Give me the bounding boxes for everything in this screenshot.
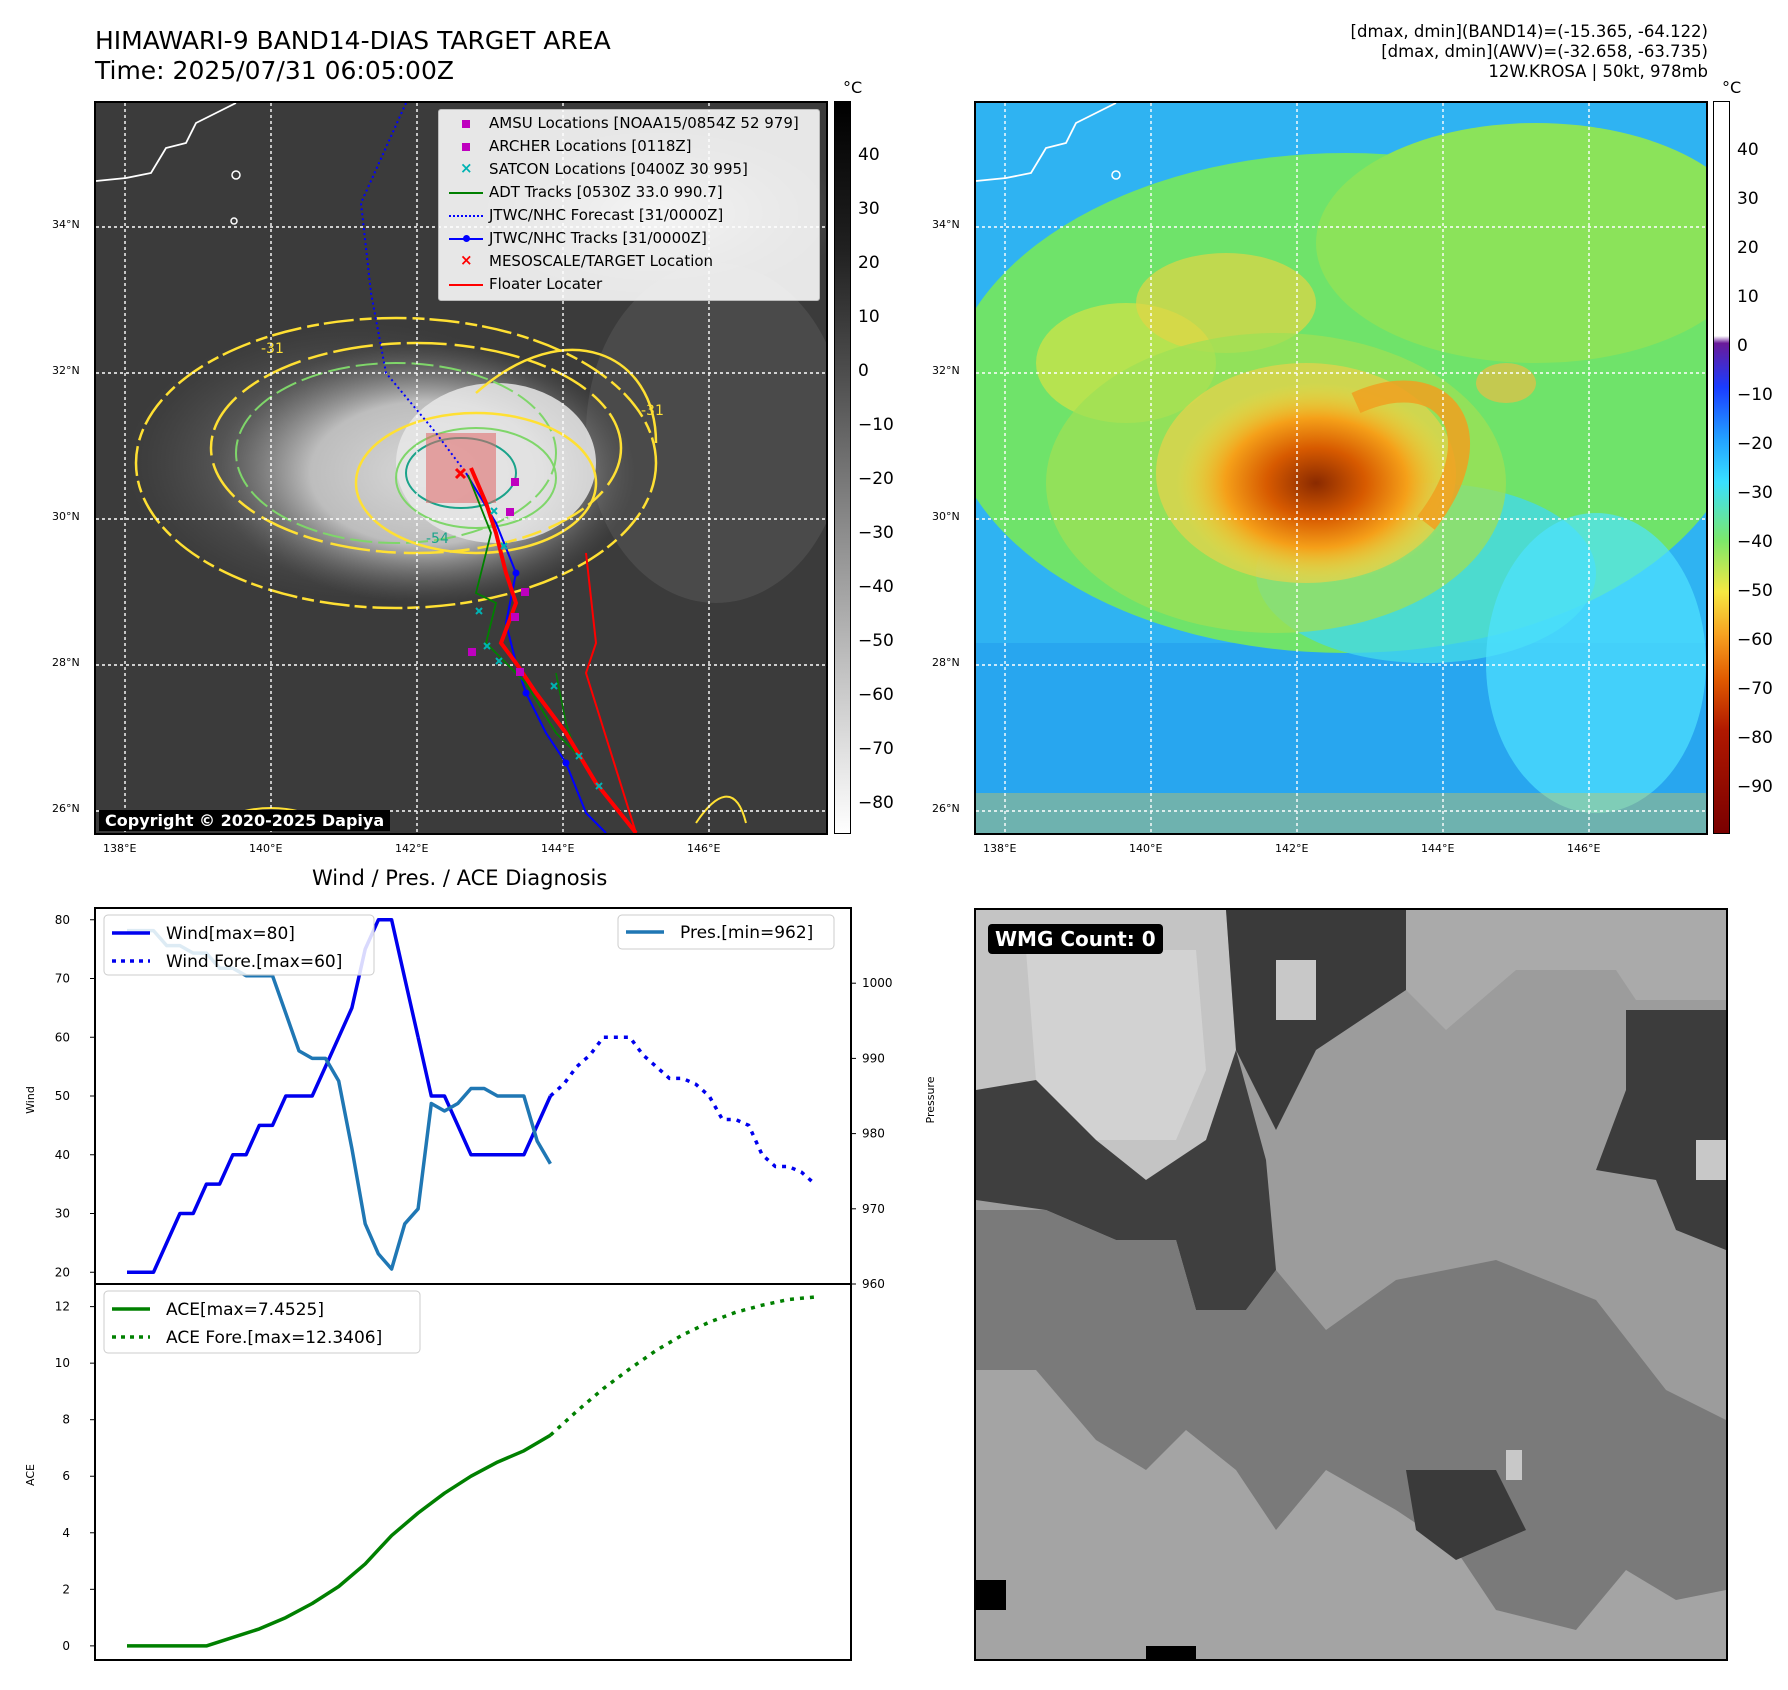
series-line-2 [549, 1035, 817, 1186]
ace-tick-label: 6 [62, 1469, 70, 1483]
main-title: HIMAWARI-9 BAND14-DIAS TARGET AREA Time:… [95, 26, 611, 86]
ace-series-line-1 [549, 1295, 816, 1437]
pressure-tick-label: 960 [862, 1277, 885, 1291]
line-dot-icon [449, 232, 483, 246]
wmg-panel: WMG Count: 0 [974, 908, 1728, 1661]
pressure-axis-label: Pressure [924, 1076, 937, 1123]
pressure-tick-label: 970 [862, 1202, 885, 1216]
ace-series-line-0 [127, 1433, 552, 1648]
legend-item-floater: Floater Locater [449, 275, 602, 293]
legend-ace: ACE[max=7.4525] [166, 1300, 324, 1320]
stats-line-3: 12W.KROSA | 50kt, 978mb [1488, 62, 1708, 81]
diagnosis-title: Wind / Pres. / ACE Diagnosis [312, 866, 608, 890]
title-line-2: Time: 2025/07/31 06:05:00Z [95, 56, 454, 85]
stats-line-2: [dmax, dmin](AWV)=(-32.658, -63.735) [1381, 42, 1708, 61]
lon-tick: 142°E [1275, 842, 1309, 855]
wind-tick-label: 40 [55, 1148, 70, 1162]
wind-tick-label: 60 [55, 1030, 70, 1044]
wind-tick-label: 50 [55, 1089, 70, 1103]
lat-tick: 34°N [932, 218, 960, 231]
wind-legend: Wind[max=80] Wind Fore.[max=60] [103, 914, 375, 976]
lat-tick: 26°N [52, 802, 80, 815]
wind-axis-label: Wind [24, 1086, 37, 1114]
series-line-3 [127, 928, 552, 1271]
svg-text:-31: -31 [261, 341, 284, 357]
wind-tick-label: 20 [55, 1265, 70, 1279]
map-legend: AMSU Locations [NOAA15/0854Z 52 979] ARC… [438, 109, 820, 301]
legend-item-amsu: AMSU Locations [NOAA15/0854Z 52 979] [449, 114, 799, 132]
lon-tick: 140°E [1129, 842, 1163, 855]
legend-item-adt: ADT Tracks [0530Z 33.0 990.7] [449, 183, 723, 201]
wmg-count-badge: WMG Count: 0 [988, 924, 1163, 954]
lat-tick: 28°N [932, 656, 960, 669]
svg-text:-31: -31 [641, 403, 664, 419]
lon-tick: 146°E [687, 842, 721, 855]
legend-item-satcon: × SATCON Locations [0400Z 30 995] [449, 158, 748, 179]
x-marker-icon: × [460, 250, 473, 269]
ace-tick-label: 0 [62, 1639, 70, 1653]
legend-wind-fore: Wind Fore.[max=60] [166, 952, 342, 972]
lat-tick: 28°N [52, 656, 80, 669]
square-marker-icon [449, 140, 483, 154]
ace-tick-label: 4 [62, 1526, 70, 1540]
lon-tick: 138°E [983, 842, 1017, 855]
pressure-tick-label: 980 [862, 1127, 885, 1141]
colorbar2-unit: °C [1722, 78, 1742, 97]
ace-tick-label: 8 [62, 1413, 70, 1427]
lat-tick: 32°N [52, 364, 80, 377]
wind-tick-label: 30 [55, 1207, 70, 1221]
awv-colorbar [1713, 101, 1730, 834]
lon-tick: 138°E [103, 842, 137, 855]
lon-tick: 140°E [249, 842, 283, 855]
legend-wind: Wind[max=80] [166, 924, 295, 944]
band14-map: -31 -31 -54 [94, 101, 828, 835]
legend-item-tracks: JTWC/NHC Tracks [31/0000Z] [449, 229, 707, 247]
wind-tick-label: 70 [55, 972, 70, 986]
pressure-legend: Pres.[min=962] [617, 914, 835, 950]
title-line-1: HIMAWARI-9 BAND14-DIAS TARGET AREA [95, 26, 611, 55]
lon-tick: 144°E [541, 842, 575, 855]
legend-pres: Pres.[min=962] [680, 923, 813, 943]
lat-tick: 30°N [52, 510, 80, 523]
legend-item-forecast: JTWC/NHC Forecast [31/0000Z] [449, 206, 723, 224]
ace-legend: ACE[max=7.4525] ACE Fore.[max=12.3406] [103, 1290, 421, 1354]
square-marker-icon [449, 117, 483, 131]
legend-item-target: × MESOSCALE/TARGET Location [449, 250, 713, 271]
wmg-image [976, 910, 1726, 1659]
lon-tick: 142°E [395, 842, 429, 855]
dotted-line-icon [449, 209, 483, 223]
lat-tick: 30°N [932, 510, 960, 523]
diagnosis-chart: 20 30 40 50 60 70 80 960 970 980 990 1000 0 2 4 6 8 10 12… [24, 907, 937, 1661]
awv-map [974, 101, 1708, 835]
ace-tick-label: 10 [55, 1356, 70, 1370]
ace-tick-label: 12 [55, 1300, 70, 1314]
ace-axis-label: ACE [24, 1464, 37, 1486]
series-line-1 [416, 1036, 552, 1157]
awv-image [976, 103, 1706, 833]
x-marker-icon: × [460, 158, 473, 177]
wind-tick-label: 80 [55, 913, 70, 927]
pressure-tick-label: 1000 [862, 976, 893, 990]
lon-tick: 146°E [1567, 842, 1601, 855]
colorbar1-unit: °C [843, 78, 863, 97]
lat-tick: 26°N [932, 802, 960, 815]
line-icon [449, 186, 483, 200]
lat-tick: 34°N [52, 218, 80, 231]
pressure-tick-label: 990 [862, 1051, 885, 1065]
lon-tick: 144°E [1421, 842, 1455, 855]
legend-ace-fore: ACE Fore.[max=12.3406] [166, 1328, 382, 1348]
stats-block: [dmax, dmin](BAND14)=(-15.365, -64.122) … [1351, 22, 1708, 82]
legend-item-archer: ARCHER Locations [0118Z] [449, 137, 692, 155]
svg-text:-54: -54 [426, 531, 449, 547]
band14-colorbar [834, 101, 851, 834]
copyright-label: Copyright © 2020-2025 Dapiya [99, 810, 391, 831]
line-icon [449, 278, 483, 292]
stats-line-1: [dmax, dmin](BAND14)=(-15.365, -64.122) [1350, 22, 1708, 41]
ace-tick-label: 2 [62, 1582, 70, 1596]
lat-tick: 32°N [932, 364, 960, 377]
